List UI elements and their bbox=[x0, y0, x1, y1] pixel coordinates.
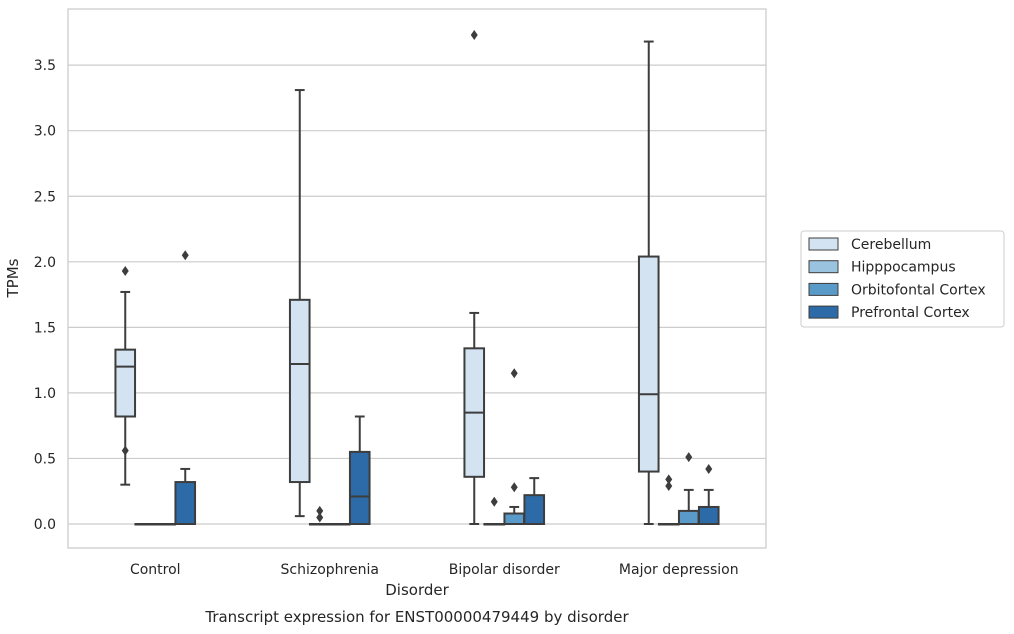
box-prefrontal-cortex bbox=[523, 477, 546, 525]
outlier-point bbox=[665, 474, 673, 485]
y-tick-label: 0.0 bbox=[34, 517, 56, 533]
outlier-point bbox=[490, 496, 498, 507]
outlier-point bbox=[510, 368, 518, 379]
gridlines bbox=[68, 64, 766, 525]
outlier-point bbox=[510, 482, 518, 493]
box-orbitofontal-cortex bbox=[677, 452, 700, 526]
y-tick-label: 2.0 bbox=[34, 255, 56, 271]
box-iqr bbox=[288, 298, 311, 484]
legend-swatch bbox=[808, 237, 839, 251]
legend-swatch bbox=[808, 282, 839, 296]
outlier-point bbox=[121, 445, 129, 456]
legend-label: Hipppocampus bbox=[851, 260, 956, 276]
legend-swatch bbox=[808, 305, 839, 319]
y-axis-ticks: 0.0 0.5 1.0 1.5 2.0 2.5 3.0 3.5 bbox=[34, 58, 56, 533]
box-iqr bbox=[348, 450, 371, 525]
box-orbitofontal-cortex bbox=[154, 523, 177, 526]
x-tick-label: Schizophrenia bbox=[281, 562, 379, 578]
legend-label: Orbitofontal Cortex bbox=[851, 282, 986, 298]
box-iqr bbox=[637, 255, 660, 473]
y-tick-label: 3.0 bbox=[34, 124, 56, 140]
box-prefrontal-cortex bbox=[348, 415, 371, 525]
box-orbitofontal-cortex bbox=[503, 368, 526, 526]
box-iqr bbox=[503, 512, 526, 526]
x-tick-label: Major depression bbox=[619, 562, 739, 578]
box-prefrontal-cortex bbox=[174, 250, 197, 526]
outlier-point bbox=[705, 463, 713, 474]
y-tick-label: 1.0 bbox=[34, 386, 56, 402]
x-axis-label: Disorder bbox=[385, 581, 449, 599]
plot-marks bbox=[114, 29, 720, 526]
box-iqr bbox=[114, 348, 137, 418]
legend-frame bbox=[800, 230, 1005, 328]
chart-title: Transcript expression for ENST0000047944… bbox=[204, 608, 629, 626]
box-iqr bbox=[174, 481, 197, 526]
x-tick-label: Control bbox=[130, 562, 181, 578]
outlier-point bbox=[665, 480, 673, 491]
y-axis-label: TPMs bbox=[4, 258, 22, 298]
box-hipppocampus bbox=[134, 523, 157, 526]
box-iqr bbox=[523, 494, 546, 525]
box-hipppocampus bbox=[483, 496, 506, 526]
plot-frame bbox=[67, 8, 767, 549]
box-cerebellum bbox=[463, 29, 486, 525]
y-tick-label: 2.5 bbox=[34, 189, 56, 205]
box-iqr bbox=[697, 505, 720, 525]
legend-swatch bbox=[808, 260, 839, 274]
outlier-point bbox=[685, 452, 693, 463]
legend: Cerebellum Hipppocampus Orbitofontal Corte… bbox=[800, 230, 1005, 328]
outlier-point bbox=[181, 250, 189, 261]
box-hipppocampus bbox=[308, 505, 331, 526]
box-cerebellum bbox=[288, 89, 311, 518]
box-cerebellum bbox=[637, 40, 660, 525]
x-axis-ticks: Control Schizophrenia Bipolar disorder Majo… bbox=[130, 562, 739, 578]
outlier-point bbox=[121, 265, 129, 276]
y-tick-label: 1.5 bbox=[34, 320, 56, 336]
box-iqr bbox=[677, 509, 700, 526]
y-tick-label: 0.5 bbox=[34, 451, 56, 467]
legend-label: Cerebellum bbox=[851, 237, 931, 253]
box-cerebellum bbox=[114, 265, 137, 486]
x-tick-label: Bipolar disorder bbox=[449, 562, 560, 578]
outlier-point bbox=[470, 29, 478, 40]
box-orbitofontal-cortex bbox=[328, 523, 351, 526]
outlier-point bbox=[316, 512, 324, 523]
box-hipppocampus bbox=[657, 474, 680, 526]
y-tick-label: 3.5 bbox=[34, 58, 56, 74]
legend-label: Prefrontal Cortex bbox=[851, 305, 970, 321]
box-prefrontal-cortex bbox=[697, 463, 720, 525]
outlier-point bbox=[316, 505, 324, 516]
